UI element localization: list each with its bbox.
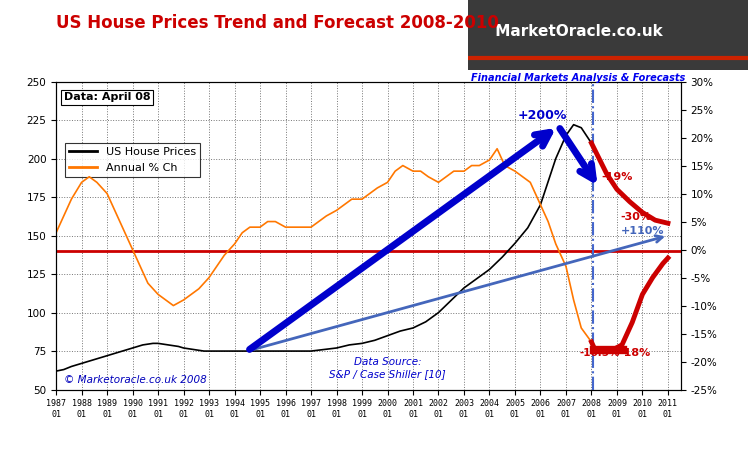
Text: -30%: -30% (621, 212, 652, 222)
Text: +200%: +200% (518, 109, 567, 121)
Text: +110%: +110% (621, 226, 664, 236)
Text: US House Prices Trend and Forecast 2008-2010: US House Prices Trend and Forecast 2008-… (56, 14, 499, 32)
Text: -19%: -19% (601, 172, 633, 182)
Text: © Marketoracle.co.uk 2008: © Marketoracle.co.uk 2008 (64, 375, 206, 385)
Text: Data: April 08: Data: April 08 (64, 92, 150, 102)
Legend: US House Prices, Annual % Ch: US House Prices, Annual % Ch (65, 143, 200, 177)
Text: Financial Markets Analysis & Forecasts: Financial Markets Analysis & Forecasts (471, 73, 685, 83)
Text: -16.5%: -16.5% (580, 348, 621, 358)
Text: MarketOracle.co.uk: MarketOracle.co.uk (490, 24, 663, 39)
Text: -18%: -18% (619, 348, 651, 358)
Text: Data Source:
S&P / Case Shiller [10]: Data Source: S&P / Case Shiller [10] (329, 357, 446, 379)
